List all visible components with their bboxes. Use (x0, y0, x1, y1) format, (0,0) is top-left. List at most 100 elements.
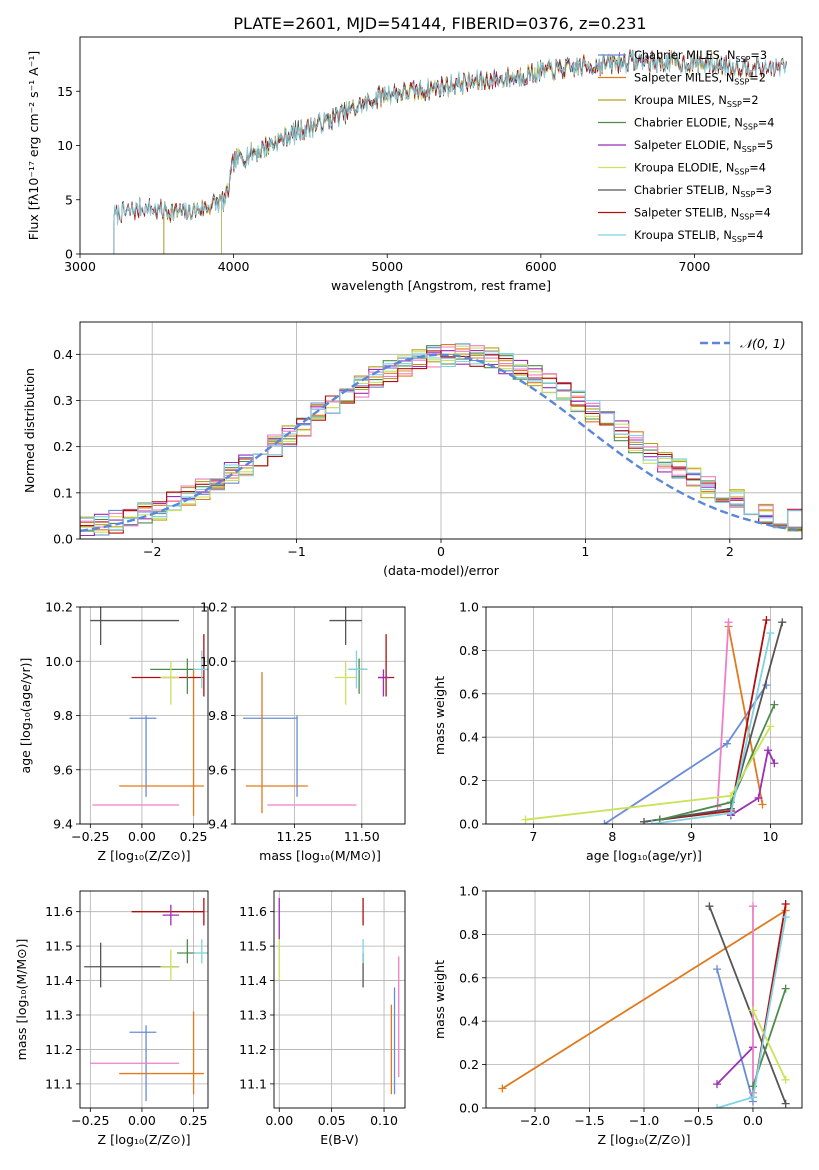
data-point (162, 904, 180, 926)
x-tick-label: 2 (726, 544, 734, 559)
y-axis-label: mass weight (432, 960, 447, 1039)
data-point (348, 650, 368, 689)
weight-line (752, 1010, 787, 1081)
x-tick-label: 8 (608, 829, 616, 844)
ticks: −2 −1 0 1 2 0.0 0.1 0.2 0.3 0.4 (53, 347, 734, 559)
spectrum-legend: Chabrier MILES, NSSP=3 Salpeter MILES, NS… (598, 49, 774, 244)
y-tick-label: 11.4 (45, 973, 73, 988)
y-axis-label: Normed distribution (22, 368, 37, 493)
plot-area (113, 49, 787, 254)
data-point (131, 897, 205, 926)
plot-area (80, 343, 802, 539)
weight-marker (778, 618, 787, 627)
weight-line (525, 725, 772, 821)
plot-area (498, 900, 790, 1108)
weight-marker (770, 759, 779, 768)
x-tick-label: −2.0 (520, 1113, 550, 1128)
x-axis-label: Z [log₁₀(Z/Z⊙)] (598, 1132, 691, 1147)
y-tick-label: 0.2 (53, 439, 73, 454)
weight-marker (781, 913, 790, 922)
weight-marker (764, 746, 773, 755)
grid-lines (274, 891, 405, 1108)
weight-marker (781, 1099, 790, 1108)
plot-area (521, 616, 787, 824)
grid-lines (235, 606, 405, 825)
y-tick-label: 11.3 (239, 1008, 267, 1023)
x-tick-label: 0.25 (180, 1113, 208, 1128)
y-tick-label: 0 (65, 247, 73, 262)
data-point (329, 607, 362, 645)
data-point (348, 658, 368, 694)
grid-lines (80, 606, 208, 825)
mass-vs-reddening-panel: 0.00 0.05 0.10 11.1 11.2 11.3 11.4 11.5 11.6 E(B-… (239, 890, 406, 1147)
weight-marker (713, 1080, 722, 1089)
y-tick-label: 11.5 (239, 939, 267, 954)
y-tick-label: 0.3 (53, 393, 73, 408)
weight-marker (600, 820, 609, 824)
y-tick-label: 5 (65, 192, 73, 207)
weight-marker (754, 793, 763, 802)
weight-marker (713, 965, 722, 974)
weight-marker (766, 629, 775, 638)
weight-marker (724, 618, 733, 627)
residual-legend: 𝒩(0, 1) (700, 336, 786, 351)
data-point (334, 661, 357, 705)
weight-marker (647, 820, 656, 824)
residual-histogram-panel: −2 −1 0 1 2 0.0 0.1 0.2 0.3 0.4 (data-model)/error… (22, 321, 803, 578)
y-tick-label: 11.6 (239, 904, 267, 919)
x-tick-label: 0.0 (743, 1113, 763, 1128)
weight-marker (521, 815, 530, 824)
x-tick-label: 0.05 (318, 1113, 346, 1128)
weight-line (659, 619, 768, 821)
x-tick-label: 10 (762, 829, 778, 844)
weight-line (708, 905, 787, 1105)
x-tick-label: −0.5 (683, 1113, 713, 1128)
y-tick-label: 10.2 (45, 600, 73, 615)
y-tick-label: 11.5 (45, 939, 73, 954)
y-tick-label: 0.0 (53, 532, 73, 547)
figure-title: PLATE=2601, MJD=54144, FIBERID=0376, z=0… (233, 14, 646, 33)
y-tick-label: 9.8 (208, 708, 228, 723)
plot-area (278, 897, 400, 1095)
legend-entry: Chabrier ELODIE, NSSP=4 (634, 117, 774, 132)
weight-marker (726, 809, 735, 818)
y-tick-label: 1.0 (459, 884, 479, 899)
weight-marker (748, 1006, 757, 1015)
weight-marker (748, 902, 757, 911)
y-tick-label: 11.6 (45, 904, 73, 919)
weight-marker (770, 700, 779, 709)
y-tick-label: 0.0 (459, 1101, 479, 1116)
weight-line (716, 968, 754, 1102)
weight-marker (766, 722, 775, 731)
legend-entry: Chabrier MILES, NSSP=3 (634, 49, 767, 64)
y-tick-label: 0.8 (459, 643, 479, 658)
y-tick-label: 0.6 (459, 970, 479, 985)
y-tick-label: 9.4 (208, 817, 228, 832)
ticks: −2.0 −1.5 −1.0 −0.5 0.0 0.0 0.2 0.4 0.6 0.8 1.0 (459, 884, 763, 1129)
x-tick-label: 5000 (371, 259, 403, 274)
histogram-step (80, 351, 802, 539)
y-tick-label: 9.6 (53, 762, 73, 777)
age-vs-mass-panel: 11.25 11.50 9.4 9.6 9.8 10.0 10.2 mass [log₁₀(M… (200, 600, 406, 863)
x-tick-label: 0.00 (128, 829, 156, 844)
data-point (160, 661, 180, 705)
legend-entry: Salpeter MILES, NSSP=2 (634, 72, 766, 87)
x-tick-label: 0.25 (180, 829, 208, 844)
gaussian-curve (80, 353, 802, 533)
legend-entry: Salpeter ELODIE, NSSP=5 (634, 139, 773, 154)
x-tick-label: 0.00 (128, 1113, 156, 1128)
x-tick-label: −1.5 (574, 1113, 604, 1128)
weight-marker (726, 791, 735, 800)
data-point (378, 669, 389, 697)
grid-lines (486, 606, 802, 825)
y-tick-label: 11.2 (239, 1042, 267, 1057)
ticks: 11.25 11.50 9.4 9.6 9.8 10.0 10.2 (200, 600, 380, 845)
ticks: 3000 4000 5000 6000 7000 0 5 10 15 (57, 84, 710, 274)
data-point (160, 949, 180, 981)
data-point (193, 650, 208, 689)
x-tick-label: 1 (581, 544, 589, 559)
y-tick-label: 0.4 (53, 347, 73, 362)
weight-line (643, 621, 784, 823)
x-axis-label: E(B-V) (320, 1132, 359, 1147)
